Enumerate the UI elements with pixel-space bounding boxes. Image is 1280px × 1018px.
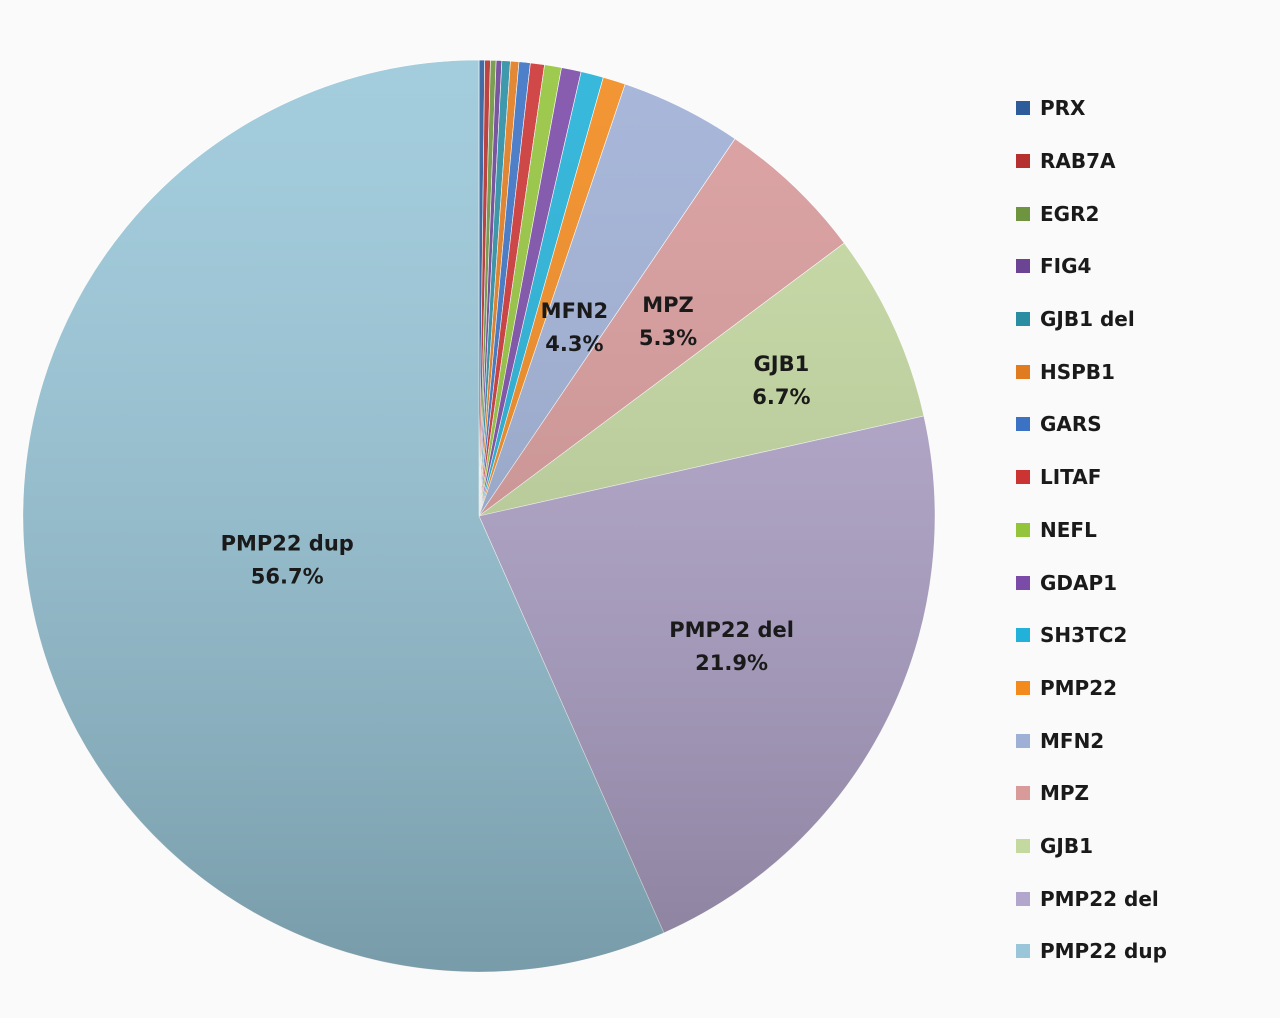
slice-label-mfn2: MFN2 4.3% bbox=[541, 299, 608, 356]
legend-item-rab7a: RAB7A bbox=[1016, 135, 1256, 188]
legend-swatch bbox=[1016, 206, 1030, 221]
legend-swatch bbox=[1016, 522, 1030, 537]
legend-item-gdap1: GDAP1 bbox=[1016, 556, 1256, 609]
legend-label: PRX bbox=[1040, 96, 1086, 121]
legend-label: HSPB1 bbox=[1040, 359, 1115, 384]
legend-label: LITAF bbox=[1040, 465, 1102, 490]
legend-item-sh3tc2: SH3TC2 bbox=[1016, 609, 1256, 662]
slice-label-pmp22-del: PMP22 del 21.9% bbox=[669, 618, 794, 675]
legend-item-nefl: NEFL bbox=[1016, 504, 1256, 557]
legend-swatch bbox=[1016, 838, 1030, 853]
legend-item-gars: GARS bbox=[1016, 398, 1256, 451]
legend-swatch bbox=[1016, 733, 1030, 748]
labels-layer: MFN2 4.3% MPZ 5.3% GJB1 6.7% PMP22 del 21.9% PMP… bbox=[221, 293, 811, 675]
legend-swatch bbox=[1016, 364, 1030, 379]
legend-label: NEFL bbox=[1040, 517, 1097, 542]
legend-label: MFN2 bbox=[1040, 728, 1105, 753]
legend-item-gjb1: GJB1 bbox=[1016, 820, 1256, 873]
legend-swatch bbox=[1016, 470, 1030, 485]
legend-label: GARS bbox=[1040, 412, 1102, 437]
legend-swatch bbox=[1016, 259, 1030, 274]
legend-swatch bbox=[1016, 417, 1030, 432]
slices-layer bbox=[22, 59, 936, 973]
legend-swatch bbox=[1016, 101, 1030, 116]
legend: PRX RAB7A EGR2 FIG4 GJB1 del HSPB1 GARS LITAF NE… bbox=[1016, 82, 1256, 978]
legend-item-pmp22: PMP22 bbox=[1016, 662, 1256, 715]
legend-label: MPZ bbox=[1040, 781, 1090, 806]
legend-label: RAB7A bbox=[1040, 149, 1116, 174]
legend-item-pmp22-dup: PMP22 dup bbox=[1016, 925, 1256, 978]
legend-item-egr2: EGR2 bbox=[1016, 187, 1256, 240]
legend-swatch bbox=[1016, 786, 1030, 801]
legend-item-fig4: FIG4 bbox=[1016, 240, 1256, 293]
legend-swatch bbox=[1016, 154, 1030, 169]
slice-label-mpz: MPZ 5.3% bbox=[639, 293, 697, 350]
legend-label: EGR2 bbox=[1040, 201, 1100, 226]
legend-label: SH3TC2 bbox=[1040, 623, 1128, 648]
legend-swatch bbox=[1016, 680, 1030, 695]
legend-label: GJB1 del bbox=[1040, 307, 1135, 332]
legend-item-mfn2: MFN2 bbox=[1016, 714, 1256, 767]
legend-swatch bbox=[1016, 575, 1030, 590]
legend-label: PMP22 bbox=[1040, 675, 1118, 700]
slice-label-gjb1: GJB1 6.7% bbox=[752, 352, 810, 409]
legend-label: PMP22 dup bbox=[1040, 939, 1167, 964]
legend-item-pmp22-del: PMP22 del bbox=[1016, 872, 1256, 925]
legend-label: GJB1 bbox=[1040, 833, 1094, 858]
legend-label: GDAP1 bbox=[1040, 570, 1118, 595]
legend-swatch bbox=[1016, 944, 1030, 959]
legend-item-litaf: LITAF bbox=[1016, 451, 1256, 504]
legend-label: FIG4 bbox=[1040, 254, 1092, 279]
legend-swatch bbox=[1016, 628, 1030, 643]
legend-item-mpz: MPZ bbox=[1016, 767, 1256, 820]
slice-label-pmp22-dup: PMP22 dup 56.7% bbox=[221, 532, 354, 589]
legend-swatch bbox=[1016, 891, 1030, 906]
legend-swatch bbox=[1016, 312, 1030, 327]
legend-item-prx: PRX bbox=[1016, 82, 1256, 135]
legend-label: PMP22 del bbox=[1040, 886, 1159, 911]
legend-item-gjb1-del: GJB1 del bbox=[1016, 293, 1256, 346]
legend-item-hspb1: HSPB1 bbox=[1016, 345, 1256, 398]
